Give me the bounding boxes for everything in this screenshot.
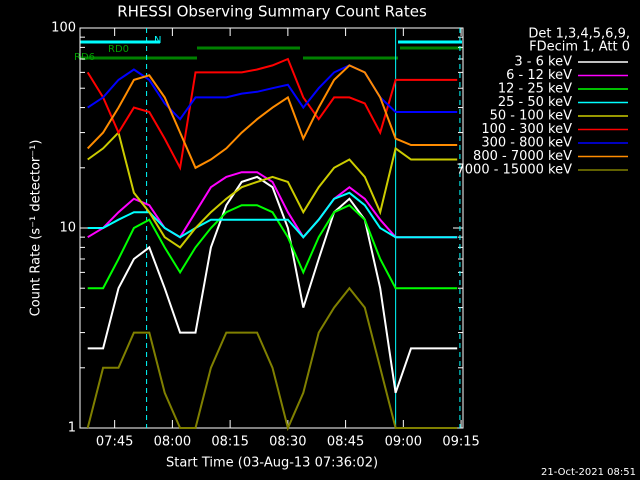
series-line bbox=[87, 130, 458, 249]
legend-label: 300 - 800 keV bbox=[481, 136, 572, 151]
legend-label: 25 - 50 keV bbox=[498, 95, 572, 110]
legend-label: 50 - 100 keV bbox=[490, 109, 573, 124]
flag-bars bbox=[80, 40, 462, 60]
legend-label: 3 - 6 keV bbox=[514, 55, 572, 70]
x-tick-label: 09:15 bbox=[442, 435, 479, 450]
annotation: RD0 bbox=[108, 44, 129, 55]
annotation: RD6 bbox=[74, 52, 95, 63]
annotation: N bbox=[154, 35, 161, 46]
legend-label: 100 - 300 keV bbox=[481, 122, 572, 137]
x-tick-label: 09:00 bbox=[385, 435, 422, 450]
series-line bbox=[87, 64, 458, 121]
y-tick-label: 1 bbox=[68, 421, 76, 436]
legend-label: 12 - 25 keV bbox=[498, 82, 572, 97]
series-line bbox=[86, 57, 458, 171]
footer: 21-Oct-2021 08:51 bbox=[541, 467, 636, 478]
legend-title: FDecim 1, Att 0 bbox=[529, 40, 630, 55]
legend-title: Det 1,3,4,5,6,9, bbox=[528, 27, 630, 42]
y-axis-label: Count Rate (s⁻¹ detector⁻¹) bbox=[29, 140, 44, 317]
x-tick-label: 08:15 bbox=[211, 435, 248, 450]
legend-label: 6 - 12 keV bbox=[506, 68, 572, 83]
series-line bbox=[87, 175, 458, 394]
series-line bbox=[87, 191, 458, 239]
series-line bbox=[86, 64, 458, 170]
series-line bbox=[87, 204, 458, 290]
legend-label: 800 - 7000 keV bbox=[473, 149, 572, 164]
x-axis-label: Start Time (03-Aug-13 07:36:02) bbox=[166, 456, 378, 471]
x-tick-label: 08:00 bbox=[154, 435, 191, 450]
x-tick-label: 08:30 bbox=[269, 435, 306, 450]
y-tick-label: 100 bbox=[51, 21, 76, 36]
chart-title: RHESSI Observing Summary Count Rates bbox=[117, 3, 427, 21]
x-tick-label: 07:45 bbox=[96, 435, 133, 450]
legend-label: 7000 - 15000 keV bbox=[457, 163, 573, 178]
x-tick-label: 08:45 bbox=[327, 435, 364, 450]
y-tick-label: 10 bbox=[59, 221, 76, 236]
series-line bbox=[86, 286, 458, 432]
